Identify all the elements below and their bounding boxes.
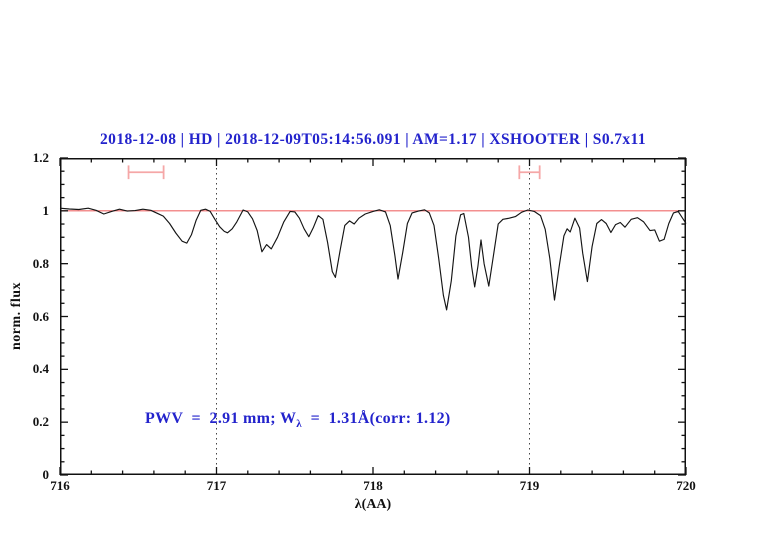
y-tick-label: 0.4: [32, 361, 49, 377]
x-tick-label: 716: [50, 478, 70, 493]
pwv-annotation: PWV = 2.91 mm; Wλ = 1.31Å(corr: 1.12): [145, 410, 451, 430]
y-tick-label: 0.6: [32, 308, 49, 324]
y-tick-label: 0: [42, 467, 50, 482]
pwv-annotation-text: PWV = 2.91 mm; W: [145, 410, 297, 427]
y-tick-label: 1: [42, 202, 50, 218]
pwv-annotation-subscript: λ: [296, 418, 302, 431]
plot-area: PWV = 2.91 mm; Wλ = 1.31Å(corr: 1.12): [59, 157, 687, 476]
x-axis-label: λ(AA): [354, 497, 392, 512]
interval-marker: [127, 165, 165, 180]
x-tick-label: 719: [519, 478, 540, 493]
x-tick-label: 720: [676, 478, 696, 493]
y-tick-label: 1.2: [32, 150, 49, 165]
x-tick-label: 718: [363, 478, 383, 493]
y-tick-label: 0.2: [32, 414, 49, 430]
spectrum-plot-canvas: [59, 157, 687, 476]
observed-spectrum-line: [59, 207, 687, 311]
x-tick-label: 717: [206, 478, 227, 493]
y-axis-tick-labels: 0 0.2 0.4 0.6 0.8 1 1.2: [0, 150, 54, 482]
x-axis-tick-labels: 716 717 718 719 720: [50, 478, 696, 494]
y-tick-label: 0.8: [32, 255, 49, 271]
plot-title: 2018-12-08 | HD | 2018-12-09T05:14:56.09…: [100, 131, 646, 148]
pwv-annotation-text-2: = 1.31Å(corr: 1.12): [301, 410, 451, 427]
plot-border: [60, 158, 686, 475]
interval-marker: [518, 165, 541, 180]
